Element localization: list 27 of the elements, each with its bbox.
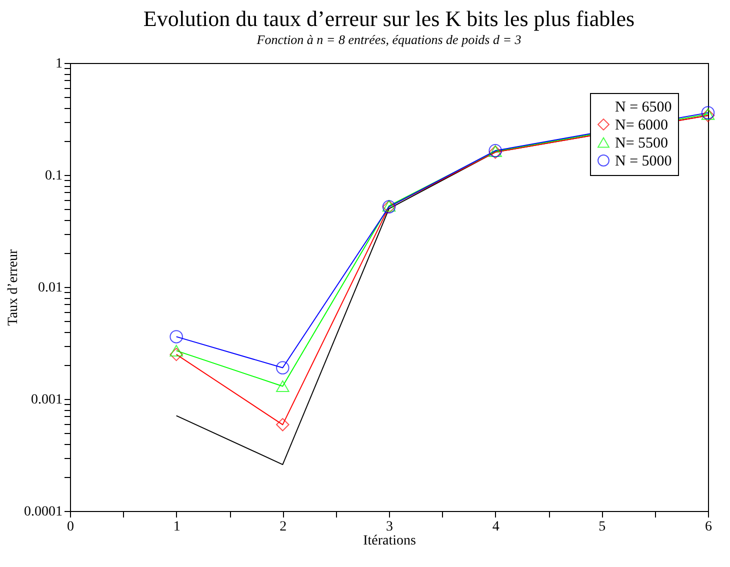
y-tick-label: 1: [56, 56, 62, 72]
legend-label: N= 6000: [615, 118, 668, 134]
y-tick-label: 0.001: [31, 392, 62, 408]
x-tick-label: 2: [280, 520, 287, 534]
y-tick-label: 0.1: [45, 168, 62, 184]
chart-title: Evolution du taux d’erreur sur les K bits les plus fiables: [143, 6, 635, 31]
point: [701, 108, 715, 122]
series-label: N = 6500: [615, 100, 672, 116]
point: [170, 348, 183, 362]
legend-label: N = 5000: [615, 154, 672, 170]
point: [170, 330, 183, 344]
chart-subtitle: Fonction à n = 8 entrées, équations de poids d = 3: [256, 32, 522, 47]
x-tick-label: 3: [386, 520, 393, 534]
legend-label: N= 5500: [615, 136, 668, 152]
x-tick-label: 0: [67, 520, 74, 534]
x-axis-title: Itérations: [363, 534, 416, 548]
x-tick-label: 1: [173, 520, 180, 534]
point: [170, 344, 183, 356]
y-axis-title: Taux d’erreur: [6, 248, 21, 326]
point: [276, 361, 290, 374]
x-tick-label: 6: [705, 520, 712, 534]
point: [276, 418, 290, 432]
y-tick-label: 0.01: [38, 280, 62, 296]
point: [276, 380, 290, 392]
x-tick-label: 5: [598, 520, 606, 534]
y-tick-label: 0.0001: [24, 504, 62, 520]
x-tick-label: 4: [492, 520, 500, 534]
